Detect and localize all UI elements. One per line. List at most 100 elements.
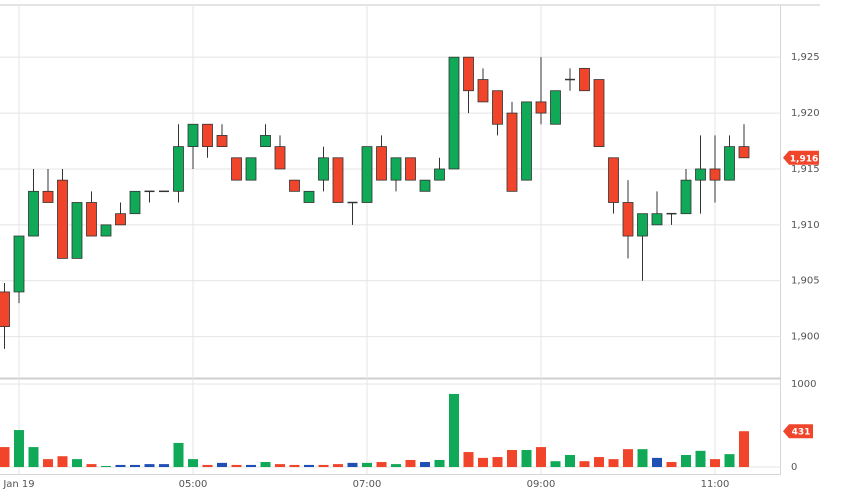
candle-body: [187, 123, 199, 148]
candle-body: [13, 235, 25, 293]
last-price-tag: [783, 150, 819, 165]
candle-body: [376, 146, 387, 181]
volume-bar: [420, 462, 430, 468]
candle-body: [463, 56, 474, 92]
volume-bar: [449, 393, 459, 468]
volume-bar: [173, 442, 184, 468]
candle-body: [332, 157, 344, 203]
candle-body: [709, 168, 721, 181]
candle-body: [0, 291, 10, 327]
y-tick-label: 1,910: [791, 220, 820, 231]
candle-body: [521, 101, 532, 181]
volume-bar: [666, 462, 677, 468]
candle-body: [419, 179, 431, 192]
volume-bar: [43, 459, 53, 468]
volume-bar: [550, 461, 561, 468]
candle-body: [593, 79, 605, 148]
volume-bar: [463, 452, 474, 468]
candle-body: [318, 157, 329, 181]
y-tick-label: 1,920: [791, 108, 820, 119]
last-volume-label: 431: [792, 428, 811, 438]
volume-bar: [57, 456, 68, 468]
volume-bar: [159, 464, 169, 468]
volume-bar: [739, 431, 749, 468]
volume-bar: [72, 459, 82, 468]
y-tick-label: 1000: [791, 379, 816, 390]
volume-bar: [304, 464, 314, 468]
volume-bar: [318, 464, 329, 468]
volume-bar: [652, 457, 662, 468]
volume-bar: [28, 447, 39, 468]
volume-bar: [536, 447, 546, 468]
candle-body: [535, 101, 547, 114]
candle-body: [506, 112, 518, 192]
candle-body: [86, 202, 97, 237]
candle-body: [289, 179, 300, 192]
x-tick-label: 07:00: [353, 479, 382, 490]
volume-bar: [376, 462, 387, 468]
candle-body: [579, 67, 590, 92]
candle-body: [42, 190, 54, 203]
volume-bar: [188, 459, 198, 468]
volume-bar: [695, 450, 706, 468]
volume-bar: [507, 449, 517, 468]
volume-bar: [362, 462, 372, 468]
volume-bar: [202, 464, 213, 468]
volume-bar: [289, 464, 300, 468]
x-tick-label: 09:00: [527, 479, 556, 490]
y-tick-label: 1,925: [791, 52, 820, 63]
volume-bar: [260, 462, 271, 468]
candle-body: [202, 123, 213, 148]
x-tick-label: Jan 19: [2, 479, 34, 490]
candle-body: [260, 135, 271, 148]
candle-body: [492, 90, 503, 125]
volume-bar: [101, 466, 111, 468]
volume-bar: [579, 461, 590, 468]
candle-body: [115, 213, 126, 226]
volume-bar: [246, 464, 256, 468]
volume-bar: [608, 459, 619, 468]
candle-body: [57, 179, 68, 259]
candle-body: [622, 202, 634, 237]
candle-body: [231, 157, 242, 181]
candle-body: [390, 157, 402, 181]
candle-body: [361, 146, 373, 203]
candle-body: [274, 146, 286, 170]
y-tick-label: 1,905: [791, 276, 820, 287]
candle-body: [173, 146, 184, 192]
y-tick-label: 1,900: [791, 332, 820, 343]
volume-bar: [115, 464, 126, 468]
candle-body: [695, 168, 706, 181]
candle-body: [303, 190, 315, 203]
volume-bar: [275, 464, 285, 468]
volume-bar: [144, 464, 155, 468]
y-tick-label: 1,915: [791, 164, 820, 175]
volume-bar: [347, 462, 358, 468]
volume-bar: [217, 462, 227, 468]
volume-bar: [434, 459, 445, 468]
volume-bar: [710, 459, 720, 468]
volume-bar: [478, 457, 488, 468]
volume-bar: [724, 454, 735, 468]
candle-body: [71, 202, 83, 259]
candle-body: [448, 56, 460, 170]
volume-bar: [0, 447, 10, 468]
volume-bar: [86, 464, 97, 468]
x-tick-label: 11:00: [701, 479, 730, 490]
volume-bar: [492, 457, 503, 468]
candle-body: [608, 157, 619, 203]
candle-body: [245, 157, 257, 181]
candle-body: [434, 168, 445, 181]
candle-body: [477, 79, 489, 103]
candle-body: [738, 146, 750, 159]
candle-body: [651, 213, 663, 226]
volume-bar: [231, 464, 242, 468]
candle-body: [216, 135, 228, 148]
y-tick-label: 0: [791, 462, 797, 473]
candle-body: [637, 213, 648, 237]
volume-bar: [130, 464, 140, 468]
volume-bar: [637, 449, 648, 468]
volume-bar: [565, 454, 575, 468]
candle-body: [28, 190, 39, 237]
